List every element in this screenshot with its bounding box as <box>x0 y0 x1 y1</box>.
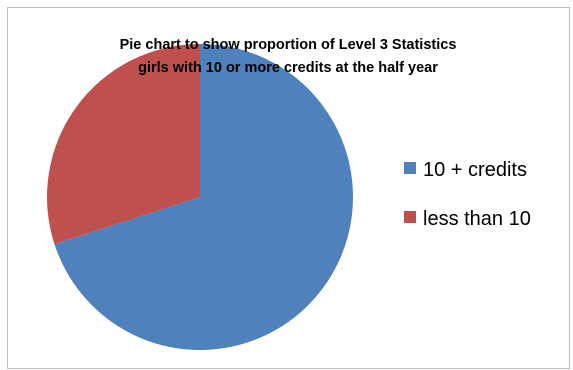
pie-slice-less-than-10 <box>46 44 201 245</box>
pie-slices <box>46 44 354 350</box>
legend-label-less-than-10: less than 10 <box>423 208 531 230</box>
chart-title-line-2: girls with 10 or more credits at the hal… <box>138 60 438 76</box>
chart-title: Pie chart to show proportion of Level 3 … <box>120 37 457 76</box>
legend-swatch-less-than-10 <box>404 211 416 223</box>
pie-slice-10-credits <box>54 44 354 350</box>
chart-title-line-1: Pie chart to show proportion of Level 3 … <box>120 37 457 53</box>
legend-swatch-10-plus-credits <box>404 162 416 174</box>
legend-label-10-plus-credits: 10 + credits <box>423 159 527 181</box>
legend: 10 + credits less than 10 <box>404 159 531 230</box>
